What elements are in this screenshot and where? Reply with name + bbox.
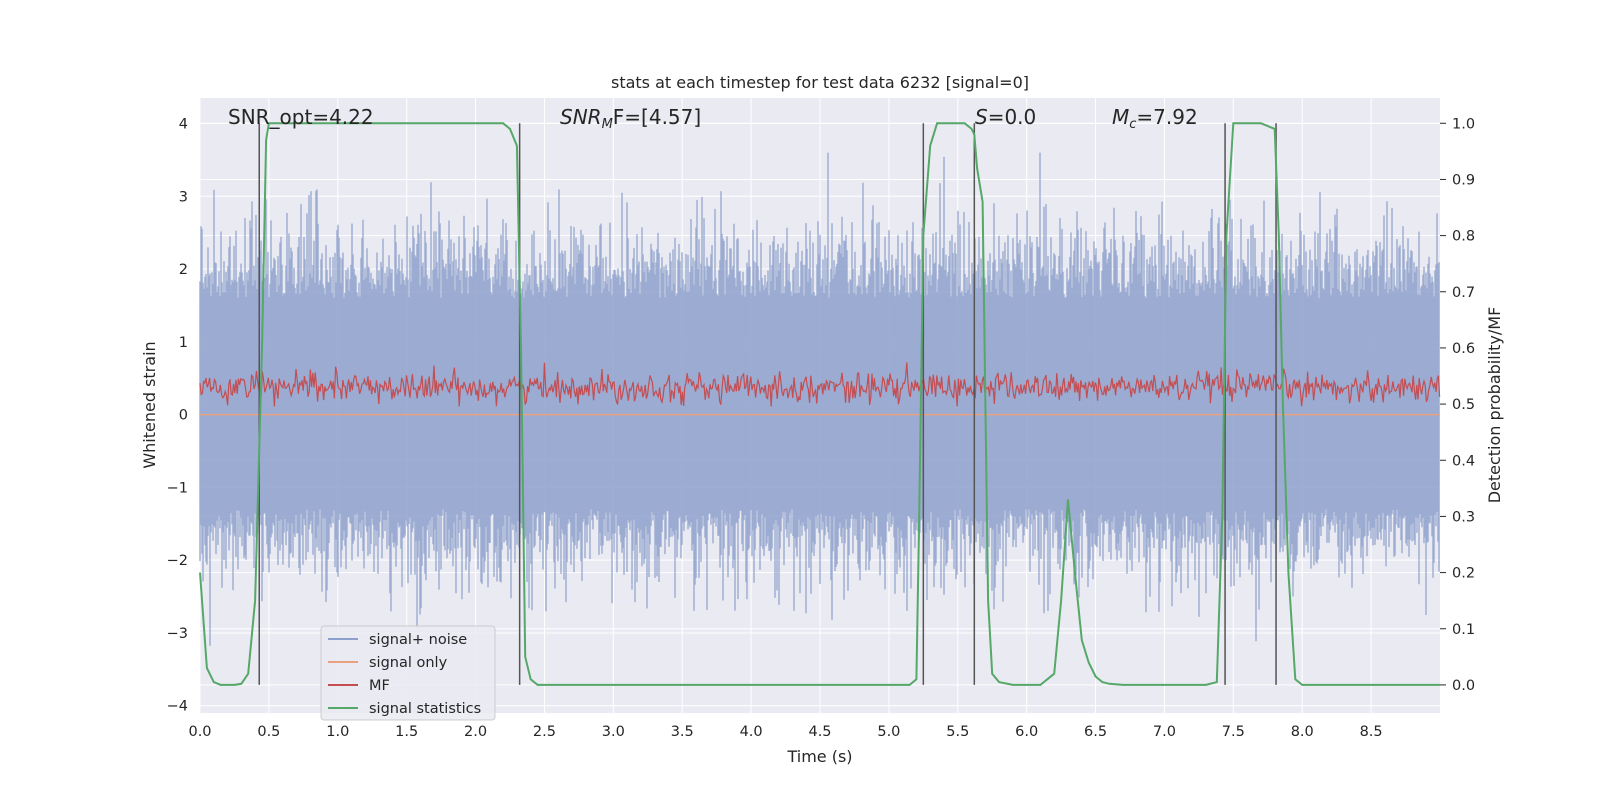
legend-box: [320, 625, 496, 721]
x-tick-label: 0.0: [188, 724, 211, 740]
x-tick-label: 8.0: [1291, 724, 1314, 740]
x-tick-label: 6.5: [1084, 724, 1107, 740]
mf-trace: [199, 362, 1441, 407]
x-tick-label: 1.5: [395, 724, 418, 740]
y-tick-label: −4: [167, 699, 188, 715]
x-axis-label: Time (s): [786, 747, 852, 766]
y-tick-label: 2: [179, 262, 188, 278]
legend-label-noise: signal+ noise: [369, 632, 467, 648]
y-tick-label: −1: [167, 480, 188, 496]
x-tick-label: 5.5: [946, 724, 969, 740]
mc-rest: =7.92: [1136, 105, 1197, 129]
x-tick-label: 4.0: [740, 724, 763, 740]
x-tick-label: 8.5: [1360, 724, 1383, 740]
y-tick-label: 1: [179, 335, 188, 351]
s-symbol: S: [975, 105, 988, 129]
y-tick-label: 4: [179, 116, 188, 132]
x-tick-label: 3.5: [671, 724, 694, 740]
y2-tick-label: 0.9: [1452, 172, 1475, 188]
legend-label-mf: MF: [369, 678, 390, 694]
signal-statistics-series: [199, 122, 1440, 686]
legend-label-signal-statistics: signal statistics: [369, 701, 481, 717]
y2-ticks: 1.0 0.9 0.8 0.7 0.6 0.5 0.4 0.3 0.2 0.1 0.0: [1440, 116, 1475, 694]
y-tick-label: 0: [179, 408, 188, 424]
y2-tick-label: 0.2: [1452, 566, 1475, 582]
detection-vlines: [258, 123, 1277, 685]
snr-mf-symbol: SNR: [560, 105, 602, 129]
x-tick-label: 7.5: [1222, 724, 1245, 740]
x-tick-label: 2.5: [533, 724, 556, 740]
y2-tick-label: 1.0: [1452, 116, 1475, 132]
y2-tick-label: 0.6: [1452, 341, 1475, 357]
snr-mf-rest: F=[4.57]: [613, 105, 701, 129]
mf-series: [199, 362, 1441, 407]
y2-tick-label: 0.7: [1452, 285, 1475, 301]
y2-tick-label: 0.1: [1452, 622, 1475, 638]
x-tick-label: 4.5: [808, 724, 831, 740]
legend-label-signal-only: signal only: [369, 655, 448, 671]
y-tick-label: −2: [167, 553, 188, 569]
y2-axis-label: Detection probability/MF: [1485, 307, 1504, 504]
legend: signal+ noise signal only MF signal stat…: [320, 625, 496, 721]
annotation-s: S=0.0: [975, 105, 1036, 129]
y-axis-label: Whitened strain: [140, 341, 159, 468]
x-tick-label: 0.5: [257, 724, 280, 740]
s-rest: =0.0: [988, 105, 1037, 129]
annotation-snr-mf: SNRMF=[4.57]: [560, 105, 701, 132]
chart-title: stats at each timestep for test data 623…: [611, 73, 1029, 92]
signal-statistics-line: [199, 122, 1440, 686]
x-tick-label: 1.0: [326, 724, 349, 740]
x-tick-label: 2.0: [464, 724, 487, 740]
y2-tick-label: 0.4: [1452, 453, 1475, 469]
y-ticks: 4 3 2 1 0 −1 −2 −3 −4: [167, 116, 188, 714]
x-tick-label: 5.0: [877, 724, 900, 740]
signal-noise-trace: [199, 152, 1440, 646]
y2-tick-label: 0.3: [1452, 509, 1475, 525]
x-tick-label: 7.0: [1153, 724, 1176, 740]
mc-subscript: c: [1129, 117, 1136, 132]
y2-tick-label: 0.0: [1452, 678, 1475, 694]
y2-tick-label: 0.5: [1452, 397, 1475, 413]
x-ticks: 0.0 0.5 1.0 1.5 2.0 2.5 3.0 3.5 4.0 4.5 5.0 5.5 6.0 6…: [188, 724, 1382, 740]
y-tick-label: 3: [179, 189, 188, 205]
signal-noise-series: [199, 152, 1440, 646]
annotation-mc: Mc=7.92: [1112, 105, 1198, 132]
annotation-snr-opt: SNR_opt=4.22: [228, 105, 374, 129]
y2-tick-label: 0.8: [1452, 229, 1475, 245]
mc-symbol: M: [1112, 105, 1129, 129]
x-tick-label: 6.0: [1015, 724, 1038, 740]
x-tick-label: 3.0: [602, 724, 625, 740]
snr-mf-subscript: M: [602, 117, 613, 132]
y-tick-label: −3: [167, 626, 188, 642]
